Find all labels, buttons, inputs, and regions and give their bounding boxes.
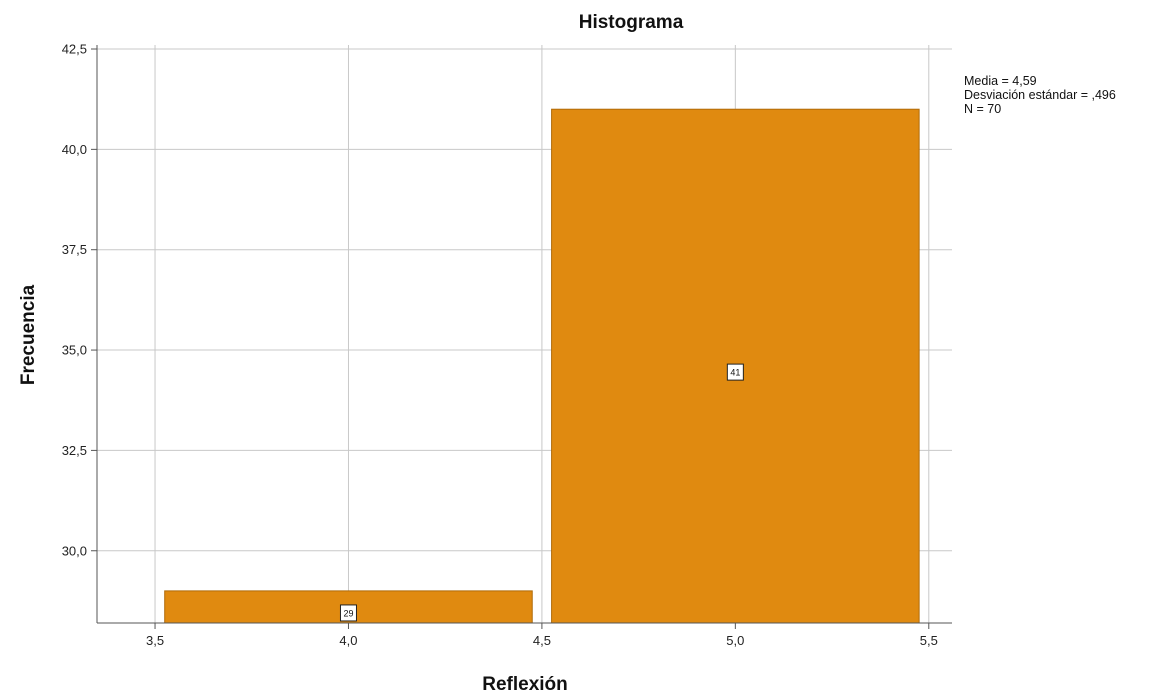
x-tick-label: 5,5 xyxy=(920,633,938,648)
y-tick-label: 32,5 xyxy=(62,443,87,458)
stat-mean: Media = 4,59 xyxy=(964,74,1037,88)
y-axis-title: Frecuencia xyxy=(18,284,39,385)
bar-labels: 29 41 xyxy=(339,363,744,622)
statistics-box: Media = 4,59 Desviación estándar = ,496 … xyxy=(964,74,1116,116)
y-tick-label: 35,0 xyxy=(62,343,87,358)
bar-value-label: 29 xyxy=(343,608,353,618)
bar-value-label: 41 xyxy=(730,368,740,378)
y-tick-label: 30,0 xyxy=(62,543,87,558)
x-tick-label: 3,5 xyxy=(146,633,164,648)
bar-label-box xyxy=(339,604,357,622)
y-tick-label: 37,5 xyxy=(62,242,87,257)
stat-std-dev: Desviación estándar = ,496 xyxy=(964,88,1116,102)
y-tick-label: 40,0 xyxy=(62,142,87,157)
bar-label-box xyxy=(726,363,744,381)
x-axis-title: Reflexión xyxy=(482,674,568,695)
chart-title: Histograma xyxy=(579,12,684,33)
x-tick-label: 5,0 xyxy=(726,633,744,648)
x-tick-label: 4,0 xyxy=(339,633,357,648)
stat-n: N = 70 xyxy=(964,102,1001,116)
y-tick-label: 42,5 xyxy=(62,42,87,57)
x-tick-label: 4,5 xyxy=(533,633,551,648)
axes: 3,5 4,0 4,5 5,0 5,5 30,0 32,5 35,0 37,5 40,0 42,5 xyxy=(62,42,952,648)
